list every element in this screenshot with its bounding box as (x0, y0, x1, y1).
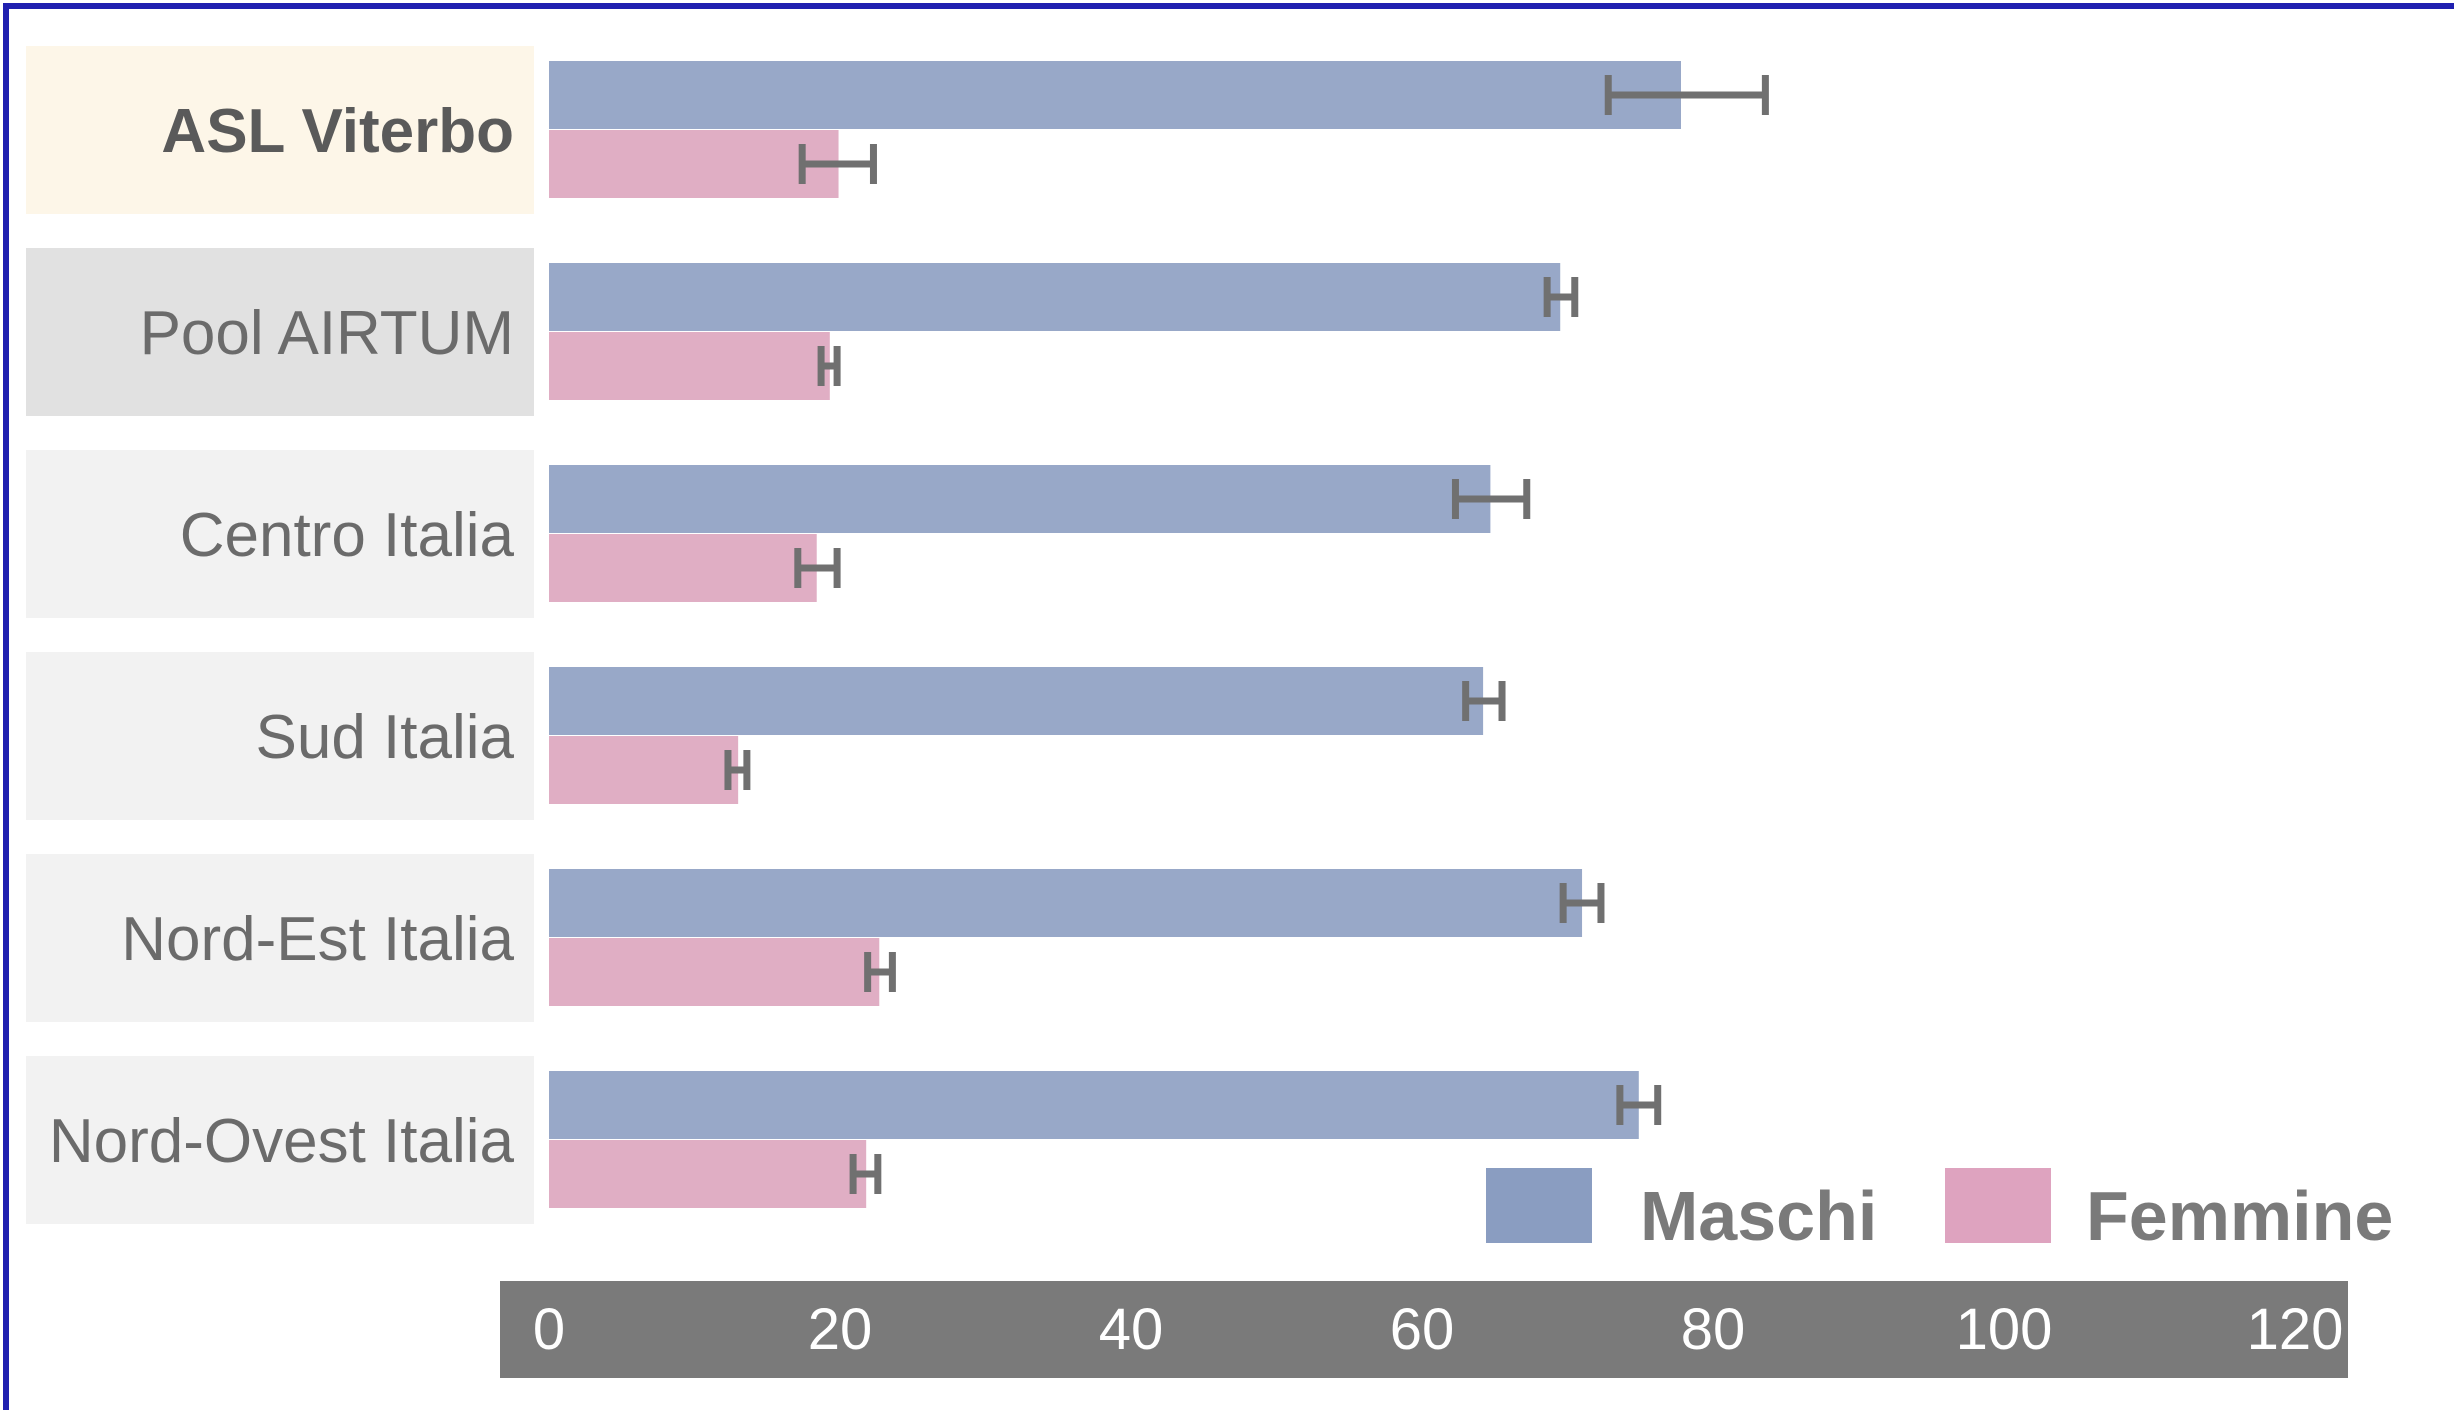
bar-maschi-asl-viterbo (549, 61, 1681, 129)
category-label-centro-italia: Centro Italia (180, 501, 515, 570)
bar-maschi-sud-italia (549, 667, 1484, 735)
bar-femmine-sud-italia (549, 736, 739, 804)
bar-maschi-centro-italia (549, 465, 1491, 533)
x-tick-label-40: 40 (1099, 1297, 1164, 1362)
error-bar-maschi-sud-italia (1462, 681, 1506, 721)
x-tick-label-80: 80 (1681, 1297, 1746, 1362)
label-panel-asl-viterbo (26, 46, 534, 214)
x-tick-label-100: 100 (1956, 1297, 2053, 1362)
legend-swatch-femmine (1945, 1168, 2051, 1243)
error-bar-femmine-nord-ovest-italia (849, 1154, 882, 1194)
error-bar-maschi-pool-airtum (1543, 277, 1579, 317)
bar-femmine-centro-italia (549, 534, 817, 602)
bar-maschi-pool-airtum (549, 263, 1561, 331)
label-panel-centro-italia (26, 450, 534, 618)
x-tick-label-0: 0 (533, 1297, 565, 1362)
label-panel-pool-airtum (26, 248, 534, 416)
error-bars-layer (724, 75, 1769, 1194)
bar-maschi-nord-est-italia (549, 869, 1583, 937)
label-panel-sud-italia (26, 652, 534, 820)
legend-swatch-maschi (1486, 1168, 1592, 1243)
error-bar-maschi-asl-viterbo (1604, 75, 1769, 115)
x-tick-label-60: 60 (1390, 1297, 1455, 1362)
bar-maschi-nord-ovest-italia (549, 1071, 1639, 1139)
error-bar-femmine-nord-est-italia (864, 952, 896, 992)
error-bar-femmine-asl-viterbo (798, 144, 877, 184)
label-panel-nord-ovest-italia (26, 1056, 534, 1224)
bars-layer (549, 61, 1681, 1208)
frame-border (3, 3, 2454, 1410)
bar-femmine-nord-est-italia (549, 938, 880, 1006)
category-label-panels: ASL Viterbo Pool AIRTUM Centro Italia Sud I… (26, 46, 534, 1224)
legend-label-maschi: Maschi (1640, 1177, 1877, 1255)
label-panel-nord-est-italia (26, 854, 534, 1022)
error-bar-femmine-centro-italia (794, 548, 841, 588)
error-bar-femmine-sud-italia (724, 750, 751, 790)
category-label-sud-italia: Sud Italia (255, 703, 514, 772)
x-tick-label-20: 20 (808, 1297, 873, 1362)
category-label-nord-est-italia: Nord-Est Italia (121, 905, 514, 974)
bar-femmine-pool-airtum (549, 332, 830, 400)
bar-femmine-asl-viterbo (549, 130, 839, 198)
category-label-nord-ovest-italia: Nord-Ovest Italia (49, 1107, 515, 1176)
error-bar-maschi-nord-ovest-italia (1616, 1085, 1662, 1125)
error-bar-maschi-nord-est-italia (1559, 883, 1605, 923)
x-axis-band (500, 1281, 2348, 1378)
legend: Maschi Femmine (1486, 1168, 2393, 1255)
error-bar-maschi-centro-italia (1451, 479, 1531, 519)
x-axis: 0 20 40 60 80 100 120 (500, 1281, 2348, 1378)
bar-femmine-nord-ovest-italia (549, 1140, 867, 1208)
error-bar-femmine-pool-airtum (817, 346, 841, 386)
category-label-pool-airtum: Pool AIRTUM (140, 299, 514, 368)
legend-label-femmine: Femmine (2086, 1177, 2393, 1255)
category-label-asl-viterbo: ASL Viterbo (161, 97, 514, 166)
x-tick-label-120: 120 (2247, 1297, 2344, 1362)
